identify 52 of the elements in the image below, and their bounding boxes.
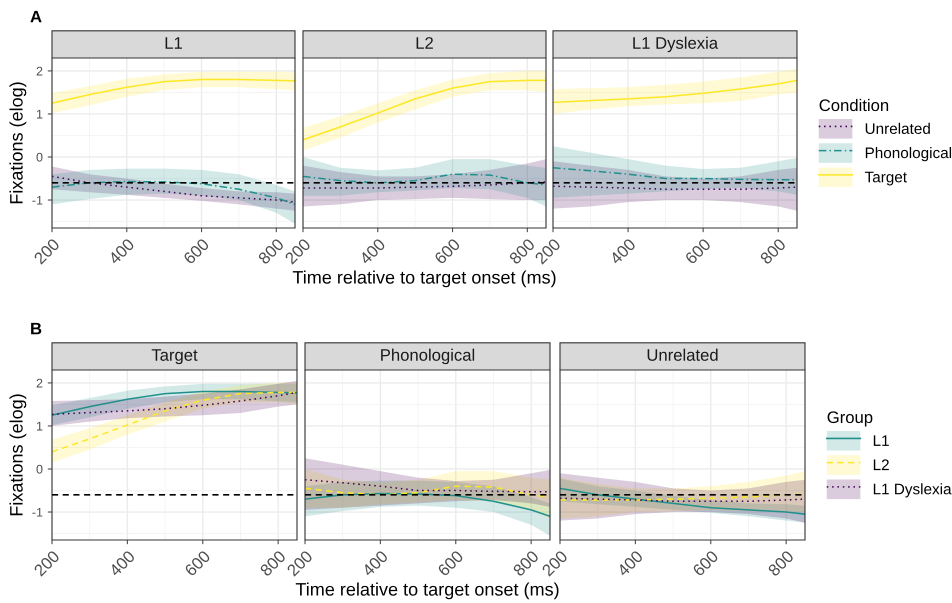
x-tick-label: 600: [434, 238, 461, 265]
x-tick-label: 800: [512, 550, 540, 577]
legend-label: Unrelated: [866, 122, 930, 134]
x-tick-label: 600: [692, 550, 719, 577]
x-tick-label: 200: [541, 550, 568, 577]
y-tick-label: 2: [36, 378, 42, 388]
legend-label: Target: [864, 172, 907, 186]
x-tick-label: 800: [759, 238, 786, 265]
chart-title: L1: [166, 37, 182, 49]
x-tick-label: 600: [437, 550, 464, 577]
y-tick-label: 1: [36, 110, 42, 118]
y-tick-label: -1: [32, 196, 42, 205]
y-axis-title: Fixations (elog): [9, 394, 26, 516]
x-tick-label: 600: [184, 550, 211, 577]
text: A: [30, 10, 42, 22]
x-tick-label: 400: [361, 550, 389, 578]
x-tick-label: 600: [182, 238, 210, 265]
x-tick-label: 800: [508, 238, 536, 265]
x-tick-label: 200: [33, 550, 60, 577]
x-tick-label: 800: [257, 238, 285, 265]
chart-title: Phonological: [381, 348, 474, 364]
legend-label: L2: [874, 459, 889, 470]
x-axis-title: Time relative to target onset (ms): [296, 582, 558, 600]
x-tick-label: 600: [684, 238, 712, 265]
chart-title: Target: [152, 349, 198, 364]
x-tick-label: 200: [286, 550, 314, 577]
x-tick-label: 800: [767, 550, 794, 577]
x-tick-label: 800: [259, 550, 286, 577]
legend-title: Group: [828, 411, 872, 426]
legend-label: L1: [874, 435, 889, 446]
x-tick-label: 200: [534, 238, 562, 265]
y-tick-label: 2: [36, 66, 42, 76]
x-tick-label: 400: [108, 238, 135, 266]
legend-label: L1 Dyslexia: [874, 483, 952, 498]
x-tick-label: 400: [609, 238, 636, 266]
x-tick-label: 200: [33, 238, 60, 265]
x-tick-label: 200: [284, 238, 312, 265]
legend-label: Phonological: [866, 146, 952, 162]
x-tick-label: 400: [358, 238, 386, 266]
chart-title: L1 Dyslexia: [633, 36, 718, 52]
chart-title: L2: [416, 37, 433, 49]
y-tick-label: 0: [36, 464, 42, 474]
y-tick-label: 1: [36, 422, 42, 430]
text: B: [31, 322, 42, 334]
x-tick-label: 400: [616, 550, 644, 578]
y-tick-label: -1: [32, 508, 42, 517]
chart-title: Unrelated: [648, 348, 718, 361]
y-axis-title: Fixations (elog): [9, 82, 26, 204]
x-tick-label: 400: [108, 550, 136, 578]
legend-title: Condition: [820, 98, 888, 112]
y-tick-label: 0: [36, 152, 42, 162]
x-axis-title: Time relative to target onset (ms): [292, 270, 556, 288]
